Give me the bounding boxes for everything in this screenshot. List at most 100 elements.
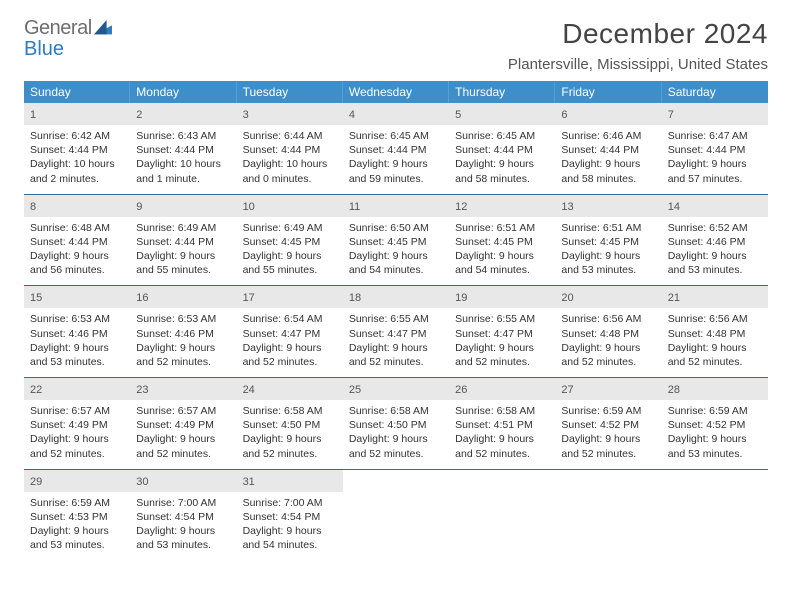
calendar-day: 1Sunrise: 6:42 AMSunset: 4:44 PMDaylight… [24,103,130,194]
sunrise-text: Sunrise: 6:47 AM [668,129,762,143]
sunset-text: Sunset: 4:47 PM [243,327,337,341]
calendar-day: 18Sunrise: 6:55 AMSunset: 4:47 PMDayligh… [343,286,449,377]
calendar-day: 12Sunrise: 6:51 AMSunset: 4:45 PMDayligh… [449,195,555,286]
sunset-text: Sunset: 4:44 PM [561,143,655,157]
daylight-text-2: and 52 minutes. [455,355,549,369]
dow-tuesday: Tuesday [237,81,343,103]
day-number-bar: 7 [662,103,768,125]
daylight-text-2: and 52 minutes. [136,355,230,369]
calendar-day: 23Sunrise: 6:57 AMSunset: 4:49 PMDayligh… [130,378,236,469]
sunset-text: Sunset: 4:45 PM [243,235,337,249]
day-number: 29 [30,476,42,488]
day-number: 15 [30,292,42,304]
day-number: 1 [30,109,36,121]
day-info: Sunrise: 6:59 AMSunset: 4:52 PMDaylight:… [561,404,655,461]
calendar-day: 2Sunrise: 6:43 AMSunset: 4:44 PMDaylight… [130,103,236,194]
daylight-text-2: and 52 minutes. [349,447,443,461]
day-number-bar: 15 [24,286,130,308]
day-number-bar: 27 [555,378,661,400]
sunset-text: Sunset: 4:48 PM [561,327,655,341]
day-number-bar: 31 [237,470,343,492]
day-info: Sunrise: 6:57 AMSunset: 4:49 PMDaylight:… [136,404,230,461]
daylight-text-2: and 0 minutes. [243,172,337,186]
sunset-text: Sunset: 4:54 PM [136,510,230,524]
calendar-day: 8Sunrise: 6:48 AMSunset: 4:44 PMDaylight… [24,195,130,286]
sunset-text: Sunset: 4:50 PM [349,418,443,432]
calendar-day: 20Sunrise: 6:56 AMSunset: 4:48 PMDayligh… [555,286,661,377]
calendar-week: 1Sunrise: 6:42 AMSunset: 4:44 PMDaylight… [24,103,768,195]
sunset-text: Sunset: 4:52 PM [561,418,655,432]
sunrise-text: Sunrise: 6:45 AM [349,129,443,143]
sunset-text: Sunset: 4:46 PM [30,327,124,341]
sunrise-text: Sunrise: 6:50 AM [349,221,443,235]
day-info: Sunrise: 6:51 AMSunset: 4:45 PMDaylight:… [561,221,655,278]
daylight-text-1: Daylight: 9 hours [668,341,762,355]
daylight-text-2: and 55 minutes. [243,263,337,277]
daylight-text-2: and 52 minutes. [455,447,549,461]
sunrise-text: Sunrise: 6:58 AM [349,404,443,418]
daylight-text-2: and 1 minute. [136,172,230,186]
sunrise-text: Sunrise: 6:45 AM [455,129,549,143]
daylight-text-1: Daylight: 9 hours [455,157,549,171]
day-info: Sunrise: 6:54 AMSunset: 4:47 PMDaylight:… [243,312,337,369]
sunset-text: Sunset: 4:45 PM [455,235,549,249]
daylight-text-2: and 52 minutes. [561,355,655,369]
sunrise-text: Sunrise: 6:48 AM [30,221,124,235]
calendar-week: 22 Sunrise: 6:57 AMSunset: 4:49 PMDayligh… [24,378,768,470]
daylight-text-2: and 2 minutes. [30,172,124,186]
calendar-day: 26Sunrise: 6:58 AMSunset: 4:51 PMDayligh… [449,378,555,469]
daylight-text-2: and 54 minutes. [243,538,337,552]
day-info: Sunrise: 6:59 AMSunset: 4:53 PMDaylight:… [30,496,124,553]
day-number: 6 [561,109,567,121]
sunset-text: Sunset: 4:44 PM [243,143,337,157]
day-number-bar: 21 [662,286,768,308]
calendar-day: 13 Sunrise: 6:51 AMSunset: 4:45 PMDayligh… [555,195,661,286]
day-info: Sunrise: 6:58 AMSunset: 4:50 PMDaylight:… [349,404,443,461]
calendar-day: 14Sunrise: 6:52 AMSunset: 4:46 PMDayligh… [662,195,768,286]
day-info: Sunrise: 6:53 AMSunset: 4:46 PMDaylight:… [30,312,124,369]
dow-sunday: Sunday [24,81,130,103]
day-number-bar: 14 [662,195,768,217]
calendar-day: 4Sunrise: 6:45 AMSunset: 4:44 PMDaylight… [343,103,449,194]
sunset-text: Sunset: 4:49 PM [136,418,230,432]
day-number: 17 [243,292,255,304]
sunset-text: Sunset: 4:44 PM [455,143,549,157]
day-info: Sunrise: 6:48 AMSunset: 4:44 PMDaylight:… [30,221,124,278]
daylight-text-2: and 53 minutes. [30,355,124,369]
daylight-text-1: Daylight: 9 hours [455,341,549,355]
daylight-text-2: and 56 minutes. [30,263,124,277]
day-number-bar: 13 [555,195,661,217]
day-info: Sunrise: 6:46 AMSunset: 4:44 PMDaylight:… [561,129,655,186]
sunrise-text: Sunrise: 6:44 AM [243,129,337,143]
day-number: 13 [561,201,573,213]
day-info: Sunrise: 6:50 AMSunset: 4:45 PMDaylight:… [349,221,443,278]
day-number: 22 [30,384,42,396]
dow-header-row: Sunday Monday Tuesday Wednesday Thursday… [24,81,768,103]
sunrise-text: Sunrise: 6:49 AM [243,221,337,235]
day-number: 10 [243,201,255,213]
day-number-bar: 26 [449,378,555,400]
sunset-text: Sunset: 4:44 PM [668,143,762,157]
month-title: December 2024 [508,18,768,50]
sunset-text: Sunset: 4:48 PM [668,327,762,341]
day-number: 28 [668,384,680,396]
daylight-text-1: Daylight: 9 hours [30,249,124,263]
daylight-text-1: Daylight: 9 hours [561,157,655,171]
calendar-day [662,470,768,561]
calendar-day: 19Sunrise: 6:55 AMSunset: 4:47 PMDayligh… [449,286,555,377]
daylight-text-1: Daylight: 9 hours [243,524,337,538]
daylight-text-2: and 54 minutes. [455,263,549,277]
day-number: 24 [243,384,255,396]
day-number: 7 [668,109,674,121]
day-info: Sunrise: 6:43 AMSunset: 4:44 PMDaylight:… [136,129,230,186]
sunset-text: Sunset: 4:45 PM [349,235,443,249]
day-number-bar: 29 [24,470,130,492]
calendar-day: 28Sunrise: 6:59 AMSunset: 4:52 PMDayligh… [662,378,768,469]
calendar-day: 31Sunrise: 7:00 AMSunset: 4:54 PMDayligh… [237,470,343,561]
calendar-week: 8Sunrise: 6:48 AMSunset: 4:44 PMDaylight… [24,195,768,287]
calendar-day: 15 Sunrise: 6:53 AMSunset: 4:46 PMDayligh… [24,286,130,377]
calendar-day [343,470,449,561]
sunrise-text: Sunrise: 7:00 AM [136,496,230,510]
calendar: Sunday Monday Tuesday Wednesday Thursday… [24,81,768,560]
day-number-bar: 10 [237,195,343,217]
